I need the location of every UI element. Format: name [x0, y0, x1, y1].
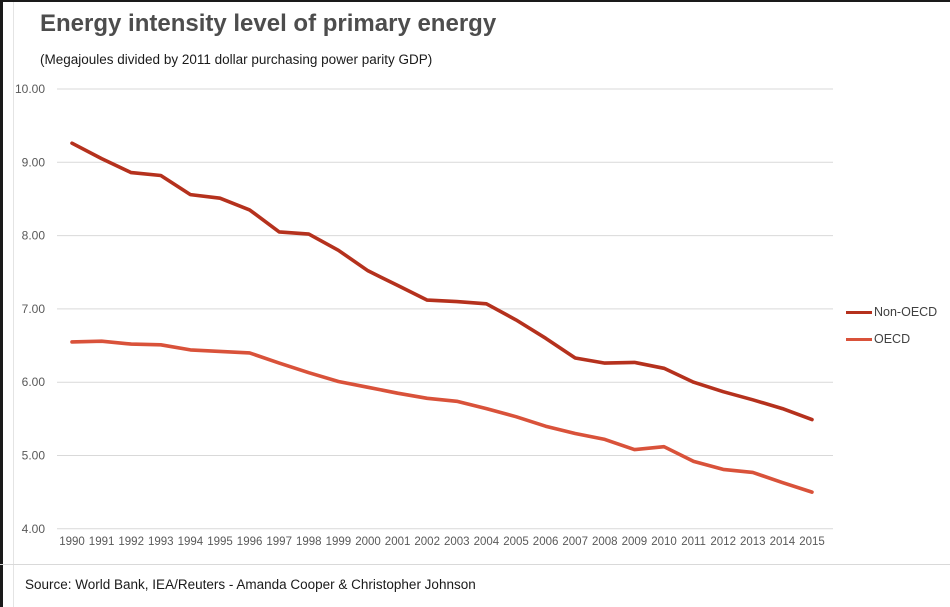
svg-text:2006: 2006	[533, 536, 559, 548]
oecd-line-swatch	[846, 337, 872, 341]
svg-text:2010: 2010	[651, 536, 677, 548]
svg-text:10.00: 10.00	[15, 82, 45, 96]
svg-text:7.00: 7.00	[22, 302, 46, 316]
svg-text:6.00: 6.00	[22, 375, 46, 389]
svg-text:1994: 1994	[178, 536, 204, 548]
svg-text:8.00: 8.00	[22, 229, 46, 243]
svg-text:1992: 1992	[118, 536, 144, 548]
svg-text:2007: 2007	[562, 536, 588, 548]
svg-text:2009: 2009	[622, 536, 648, 548]
legend-item-oecd: OECD	[846, 330, 937, 348]
svg-text:2005: 2005	[503, 536, 529, 548]
legend-label: OECD	[874, 332, 911, 346]
svg-text:2013: 2013	[740, 536, 766, 548]
window-top-border	[0, 0, 950, 2]
svg-text:1999: 1999	[326, 536, 352, 548]
window-left-border	[0, 0, 3, 607]
source-credit: Source: World Bank, IEA/Reuters - Amanda…	[25, 577, 476, 592]
page-title: Energy intensity level of primary energy	[40, 10, 497, 37]
svg-text:4.00: 4.00	[22, 522, 46, 536]
svg-text:2015: 2015	[799, 536, 825, 548]
page-subtitle: (Megajoules divided by 2011 dollar purch…	[40, 52, 433, 67]
svg-text:2014: 2014	[770, 536, 796, 548]
svg-text:2000: 2000	[355, 536, 381, 548]
non-oecd-line-swatch	[846, 310, 872, 314]
svg-text:1995: 1995	[207, 536, 233, 548]
svg-text:2002: 2002	[414, 536, 440, 548]
window-inner-edge	[13, 2, 14, 607]
svg-text:1990: 1990	[59, 536, 85, 548]
chart-legend: Non-OECD OECD	[846, 303, 937, 357]
svg-text:2011: 2011	[681, 536, 706, 548]
svg-text:2004: 2004	[474, 536, 500, 548]
svg-text:5.00: 5.00	[22, 449, 46, 463]
legend-label: Non-OECD	[874, 305, 938, 319]
svg-text:2008: 2008	[592, 536, 618, 548]
svg-text:1997: 1997	[266, 536, 292, 548]
svg-text:1991: 1991	[89, 536, 115, 548]
svg-text:2012: 2012	[710, 536, 736, 548]
svg-text:2001: 2001	[385, 536, 411, 548]
svg-text:1993: 1993	[148, 536, 174, 548]
svg-text:2003: 2003	[444, 536, 470, 548]
legend-item-non-oecd: Non-OECD	[846, 303, 937, 321]
footer-separator-line	[0, 564, 950, 565]
svg-text:1996: 1996	[237, 536, 263, 548]
svg-text:9.00: 9.00	[22, 155, 46, 169]
svg-text:1998: 1998	[296, 536, 322, 548]
